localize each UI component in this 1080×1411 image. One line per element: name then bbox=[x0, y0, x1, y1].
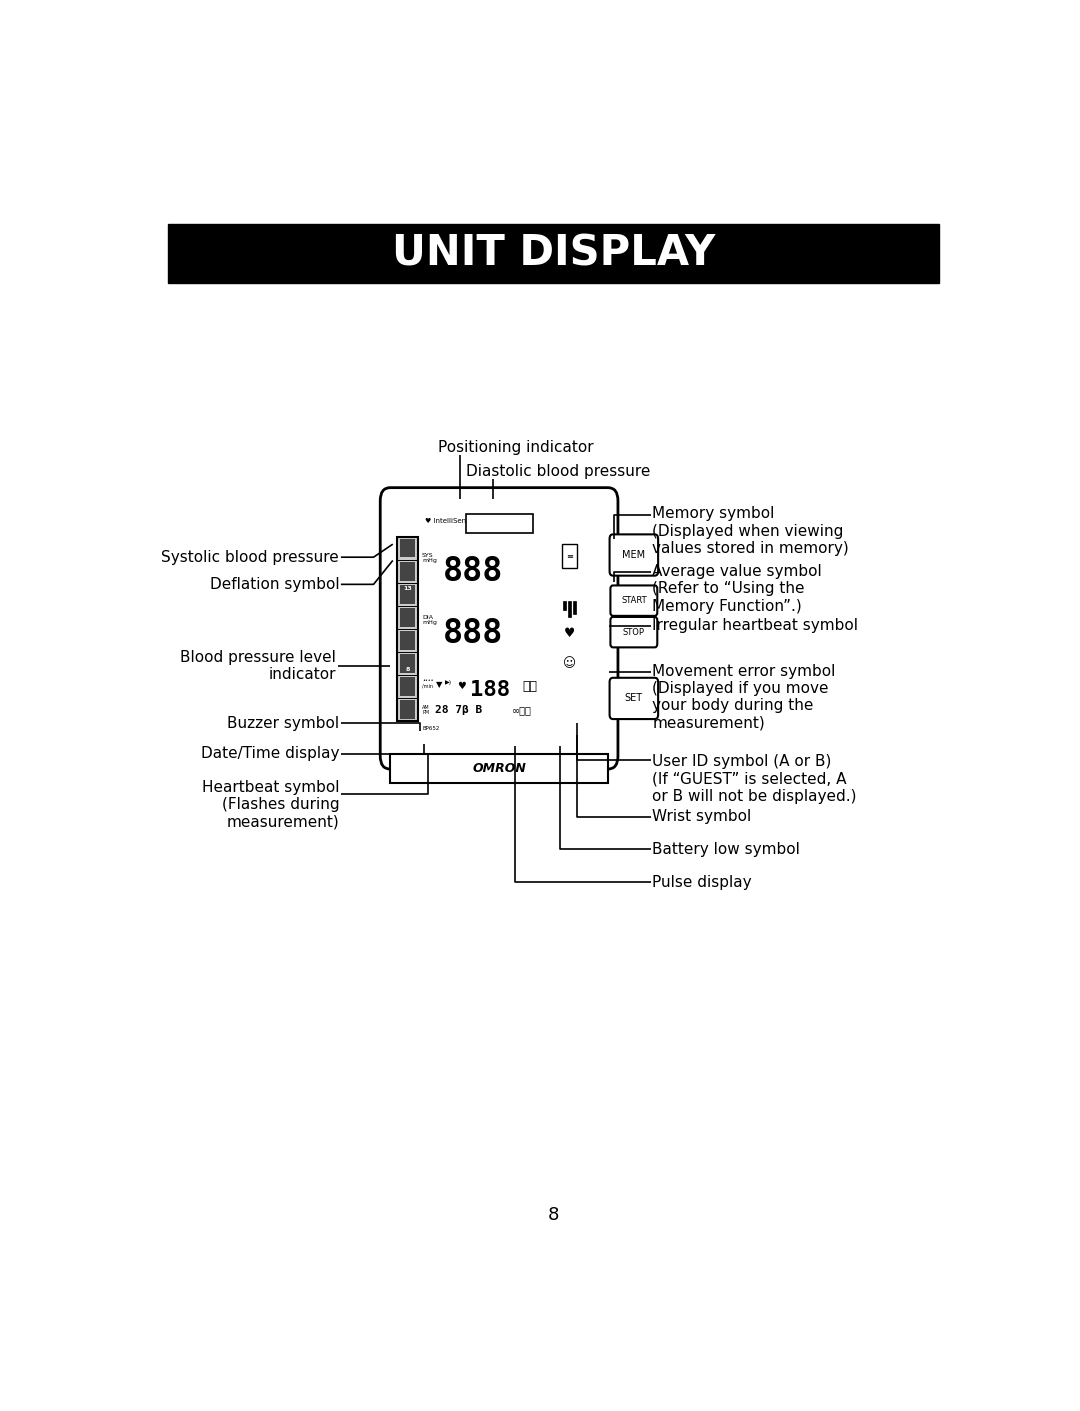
Bar bbox=[465, 514, 532, 533]
Bar bbox=[401, 655, 415, 673]
Text: STOP: STOP bbox=[623, 628, 645, 636]
Bar bbox=[168, 223, 939, 284]
Text: UNIT DISPLAY: UNIT DISPLAY bbox=[392, 233, 715, 275]
Text: ♥: ♥ bbox=[457, 682, 465, 691]
Text: ▼: ▼ bbox=[436, 680, 443, 689]
Text: ♥ IntelliSense: ♥ IntelliSense bbox=[426, 518, 474, 523]
Text: ☺: ☺ bbox=[563, 658, 576, 670]
Text: Memory symbol
(Displayed when viewing
values stored in memory): Memory symbol (Displayed when viewing va… bbox=[652, 507, 849, 556]
Bar bbox=[401, 608, 415, 626]
FancyBboxPatch shape bbox=[609, 677, 658, 720]
Text: Buzzer symbol: Buzzer symbol bbox=[227, 715, 339, 731]
Text: ••••
/min: •••• /min bbox=[422, 677, 433, 689]
Text: ⒶⒷ: ⒶⒷ bbox=[523, 680, 538, 693]
Text: Deflation symbol: Deflation symbol bbox=[210, 577, 339, 591]
Text: BP652: BP652 bbox=[422, 725, 440, 731]
Text: Movement error symbol
(Displayed if you move
your body during the
measurement): Movement error symbol (Displayed if you … bbox=[652, 663, 836, 731]
Bar bbox=[401, 539, 415, 557]
Text: AM
PM: AM PM bbox=[422, 706, 430, 715]
Bar bbox=[401, 700, 415, 720]
Text: 188: 188 bbox=[470, 680, 510, 700]
FancyBboxPatch shape bbox=[610, 586, 658, 615]
Text: Systolic blood pressure: Systolic blood pressure bbox=[162, 550, 339, 564]
Text: Average value symbol
(Refer to “Using the
Memory Function”.): Average value symbol (Refer to “Using th… bbox=[652, 564, 822, 614]
Text: SET: SET bbox=[625, 693, 643, 704]
Text: 8: 8 bbox=[548, 1205, 559, 1223]
Text: OMRON: OMRON bbox=[472, 762, 526, 775]
Text: 28 7β B: 28 7β B bbox=[434, 706, 482, 715]
Bar bbox=[563, 601, 566, 611]
Text: Heartbeat symbol
(Flashes during
measurement): Heartbeat symbol (Flashes during measure… bbox=[202, 780, 339, 830]
Text: MEM: MEM bbox=[622, 550, 646, 560]
Text: Battery low symbol: Battery low symbol bbox=[652, 842, 800, 856]
Bar bbox=[572, 601, 576, 614]
Text: Wrist symbol: Wrist symbol bbox=[652, 810, 752, 824]
Bar bbox=[401, 677, 415, 696]
Bar bbox=[397, 536, 418, 721]
Bar bbox=[568, 601, 571, 617]
Bar bbox=[401, 586, 415, 604]
FancyBboxPatch shape bbox=[609, 535, 658, 576]
Text: Pulse display: Pulse display bbox=[652, 875, 752, 889]
Text: User ID symbol (A or B)
(If “GUEST” is selected, A
or B will not be displayed.): User ID symbol (A or B) (If “GUEST” is s… bbox=[652, 753, 856, 804]
Text: Positioning indicator: Positioning indicator bbox=[438, 440, 594, 456]
Text: 888: 888 bbox=[443, 617, 503, 650]
FancyBboxPatch shape bbox=[380, 488, 618, 769]
Text: 13: 13 bbox=[403, 586, 411, 591]
Text: Irregular heartbeat symbol: Irregular heartbeat symbol bbox=[652, 618, 859, 634]
Bar bbox=[401, 562, 415, 580]
Text: Blood pressure level
indicator: Blood pressure level indicator bbox=[180, 649, 336, 682]
Bar bbox=[401, 631, 415, 650]
Text: 8: 8 bbox=[405, 667, 409, 672]
Text: SYS
mHg: SYS mHg bbox=[422, 553, 437, 563]
FancyBboxPatch shape bbox=[610, 617, 658, 648]
Text: 888: 888 bbox=[443, 555, 503, 588]
Bar bbox=[390, 753, 608, 783]
Text: START: START bbox=[621, 597, 647, 605]
Text: DIA
mHg: DIA mHg bbox=[422, 615, 437, 625]
Text: ▶): ▶) bbox=[445, 680, 451, 684]
Text: ∞ⓁⓇ: ∞ⓁⓇ bbox=[512, 706, 531, 715]
Text: ♥: ♥ bbox=[564, 626, 575, 639]
Bar bbox=[562, 545, 577, 569]
Text: ≡: ≡ bbox=[566, 552, 572, 560]
Text: Diastolic blood pressure: Diastolic blood pressure bbox=[467, 464, 651, 478]
Text: Date/Time display: Date/Time display bbox=[201, 746, 339, 762]
